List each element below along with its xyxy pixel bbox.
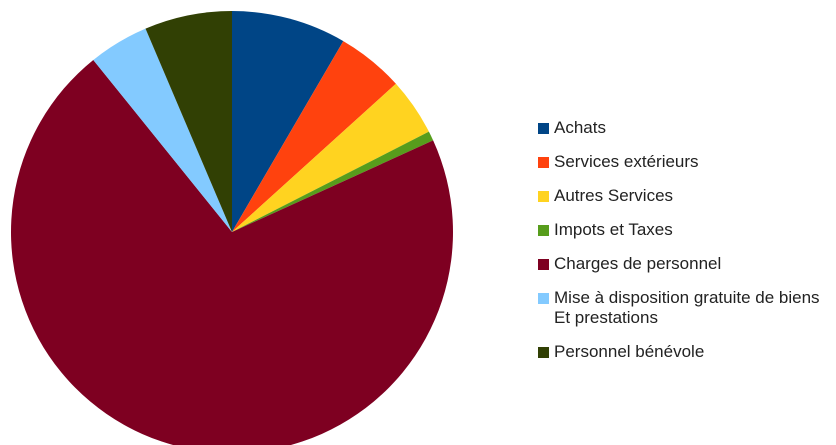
legend-label-4: Charges de personnel xyxy=(554,254,721,274)
legend-swatch-6 xyxy=(538,347,549,358)
legend-label-6: Personnel bénévole xyxy=(554,342,704,362)
legend-label-2: Autres Services xyxy=(554,186,673,206)
legend-swatch-5 xyxy=(538,293,549,304)
legend-label-3: Impots et Taxes xyxy=(554,220,673,240)
legend-swatch-0 xyxy=(538,123,549,134)
legend-item-4: Charges de personnel xyxy=(538,254,834,274)
legend-swatch-3 xyxy=(538,225,549,236)
legend-item-3: Impots et Taxes xyxy=(538,220,834,240)
legend-label-5: Mise à disposition gratuite de biens Et … xyxy=(554,288,820,328)
legend-item-1: Services extérieurs xyxy=(538,152,834,172)
legend-swatch-1 xyxy=(538,157,549,168)
legend-item-6: Personnel bénévole xyxy=(538,342,834,362)
legend-item-2: Autres Services xyxy=(538,186,834,206)
legend-item-5: Mise à disposition gratuite de biens Et … xyxy=(538,288,834,328)
legend-swatch-4 xyxy=(538,259,549,270)
legend-label-0: Achats xyxy=(554,118,606,138)
pie-slices xyxy=(11,11,453,445)
legend-label-1: Services extérieurs xyxy=(554,152,699,172)
chart-legend: Achats Services extérieurs Autres Services… xyxy=(538,118,834,376)
legend-swatch-2 xyxy=(538,191,549,202)
legend-item-0: Achats xyxy=(538,118,834,138)
